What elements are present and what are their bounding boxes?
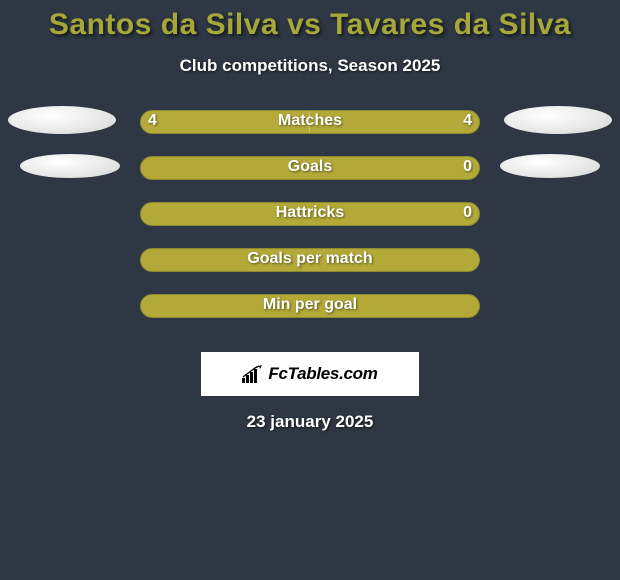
stat-value-right: 0 xyxy=(463,204,472,222)
stat-row: 4 4Matches xyxy=(0,110,620,156)
subtitle: Club competitions, Season 2025 xyxy=(0,56,620,76)
page-title: Santos da Silva vs Tavares da Silva xyxy=(0,0,620,42)
stat-row: Min per goal xyxy=(0,294,620,340)
chart-icon xyxy=(242,365,264,383)
stat-label: Hattricks xyxy=(140,204,480,222)
stat-label: Goals per match xyxy=(140,250,480,268)
player-marker-left xyxy=(20,154,120,178)
player-marker-right xyxy=(500,154,600,178)
player-marker-right xyxy=(504,106,612,134)
stat-value-left: 4 xyxy=(148,112,157,130)
date-label: 23 january 2025 xyxy=(0,412,620,432)
logo-box: FcTables.com xyxy=(201,352,419,396)
stat-label: Matches xyxy=(140,112,480,130)
stat-value-right: 4 xyxy=(463,112,472,130)
logo-text: FcTables.com xyxy=(268,364,377,384)
stat-value-right: 0 xyxy=(463,158,472,176)
stat-row: 0Goals xyxy=(0,156,620,202)
comparison-chart: 44Matches0Goals0HattricksGoals per match… xyxy=(0,110,620,340)
player-marker-left xyxy=(8,106,116,134)
stat-row: 0Hattricks xyxy=(0,202,620,248)
stat-label: Goals xyxy=(140,158,480,176)
stat-label: Min per goal xyxy=(140,296,480,314)
stat-row: Goals per match xyxy=(0,248,620,294)
